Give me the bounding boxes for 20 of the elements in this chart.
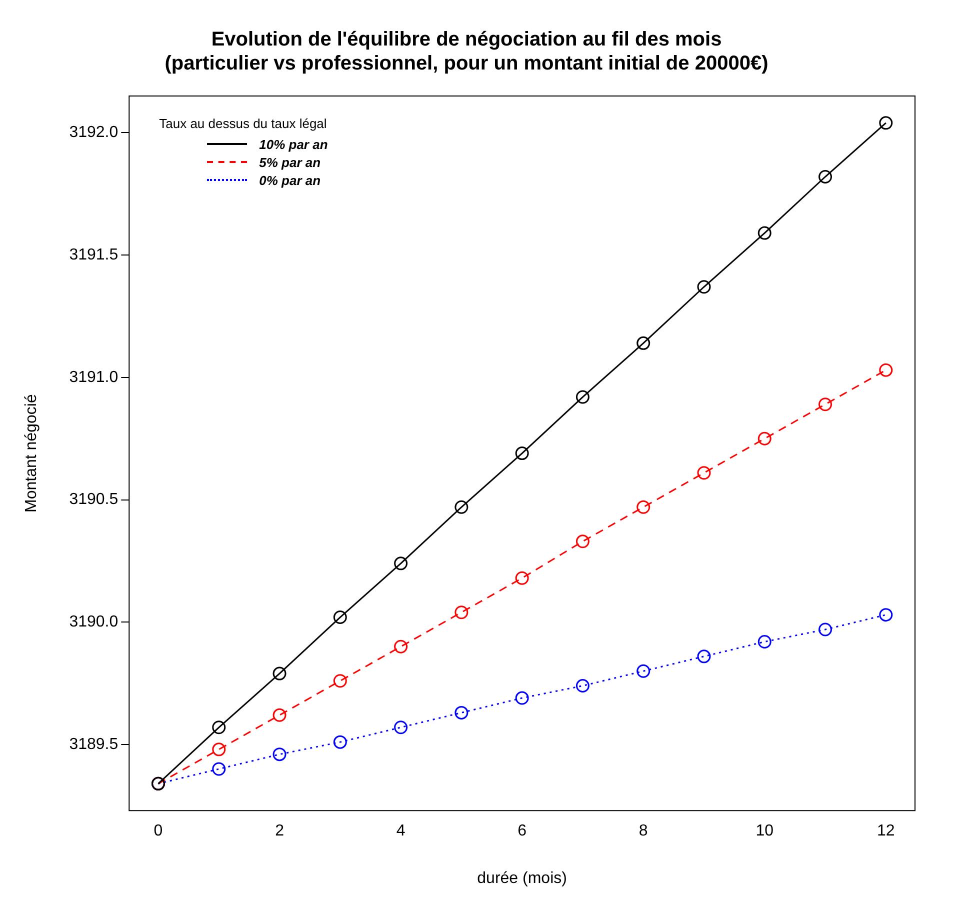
legend-label: 10% par an: [259, 136, 328, 152]
y-tick-label: 3190.5: [69, 491, 118, 508]
legend-label: 5% par an: [259, 154, 321, 170]
y-tick-label: 3189.5: [69, 736, 118, 753]
chart-title: Evolution de l'équilibre de négociation au fil des mois (particulier vs professionnel, pour un montant initial de 20000€): [164, 28, 768, 75]
x-tick-label: 12: [876, 822, 895, 840]
y-tick-label: 3191.0: [69, 368, 118, 386]
x-tick-label: 4: [396, 822, 406, 840]
x-tick-label: 6: [518, 822, 527, 840]
x-tick-label: 8: [638, 822, 648, 840]
legend-title: Taux au dessus du taux légal: [159, 116, 328, 131]
y-tick-label: 3191.5: [69, 246, 118, 264]
x-tick-label: 10: [756, 822, 774, 840]
x-tick-label: 2: [275, 822, 284, 840]
legend-label: 0% par an: [259, 172, 321, 188]
x-axis-title: durée (mois): [477, 870, 567, 887]
y-tick-label: 3190.0: [69, 614, 118, 631]
x-tick-label: 0: [154, 822, 163, 840]
y-tick-label: 3192.0: [69, 124, 118, 142]
y-axis-title: Montant négocié: [23, 394, 40, 512]
